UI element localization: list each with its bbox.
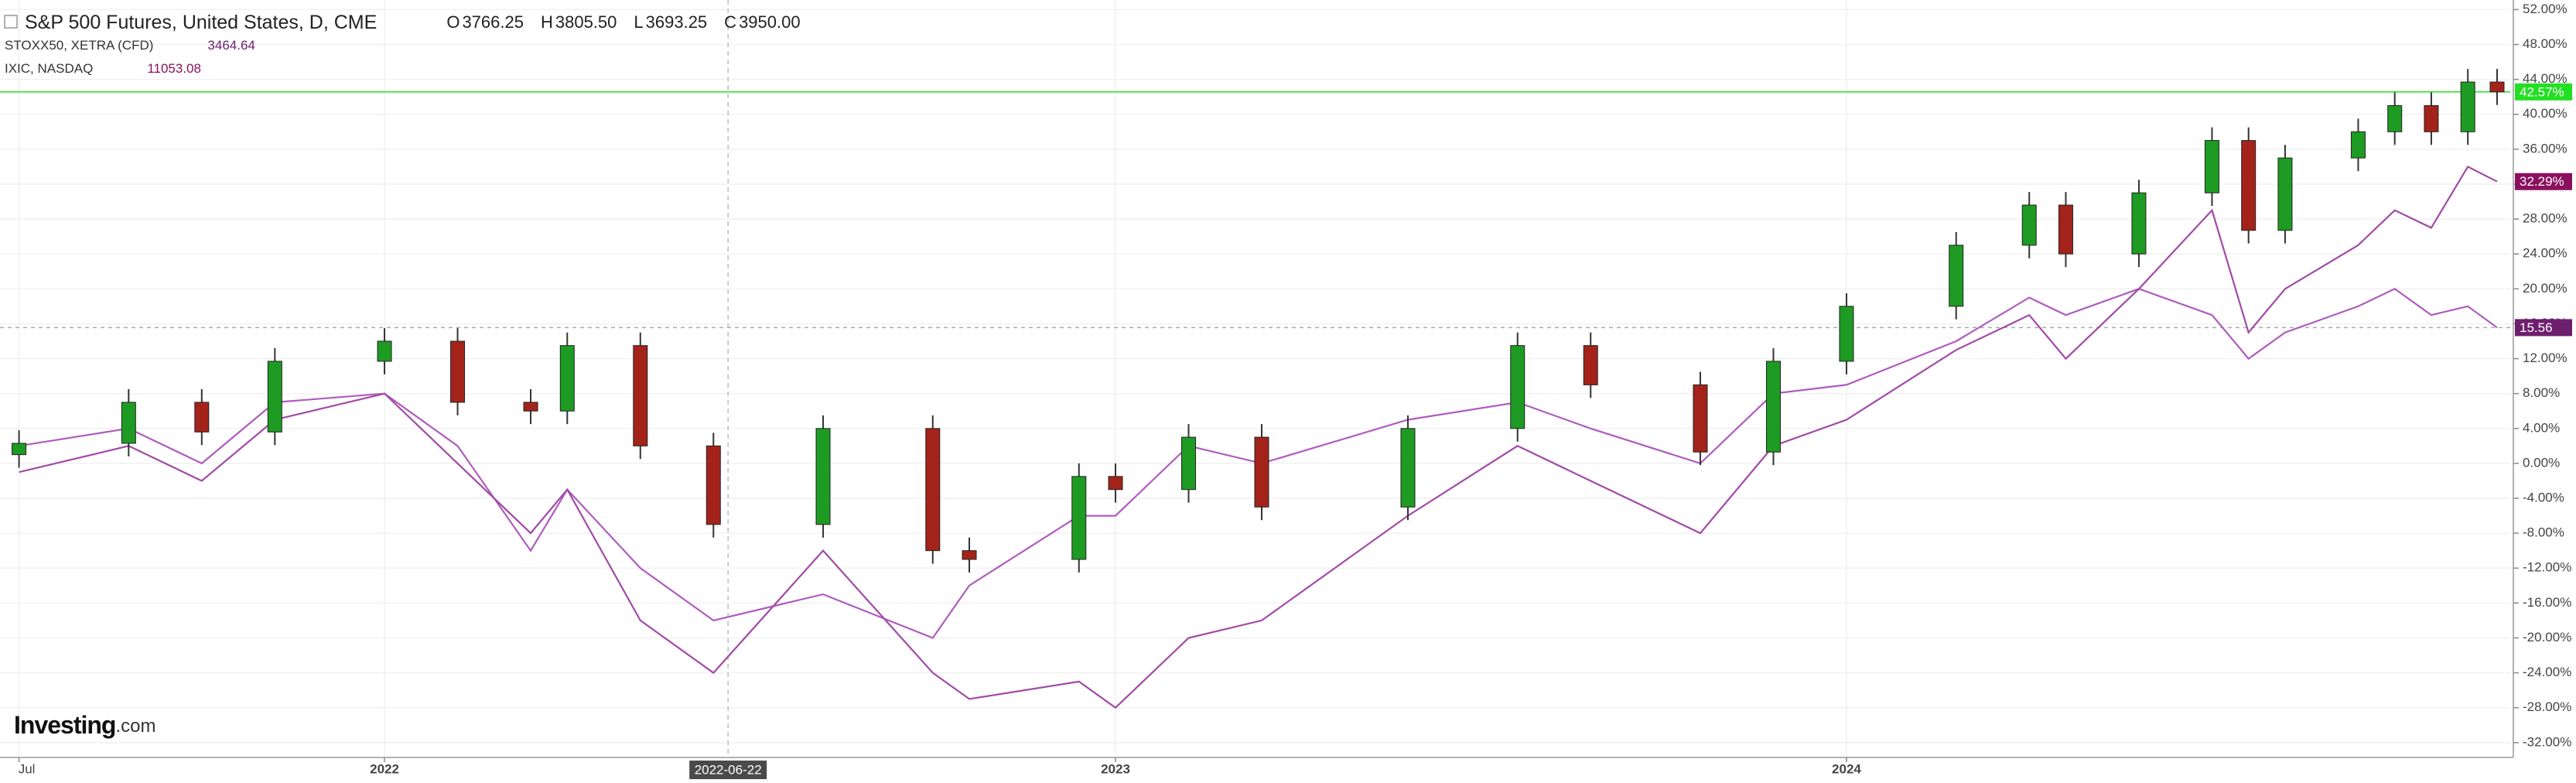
- ohlc-label: L: [634, 12, 643, 32]
- ohlc-value: 3766.25: [462, 12, 524, 32]
- candle-body: [815, 428, 831, 525]
- series-value: 11053.08: [147, 61, 201, 76]
- candle-body: [2460, 81, 2475, 132]
- candle-body: [194, 402, 210, 433]
- candle-body: [1254, 436, 1269, 508]
- candle-body: [1765, 361, 1781, 453]
- cursor-date: 2022-06-22: [695, 762, 762, 777]
- candle-body: [925, 428, 941, 552]
- candle-body: [1108, 476, 1123, 491]
- candle-body: [962, 550, 977, 560]
- candle-body: [450, 340, 466, 403]
- value-tag: [2515, 173, 2572, 190]
- candle-body: [1510, 345, 1525, 429]
- candle-body: [2424, 104, 2439, 132]
- value-tag: [2515, 319, 2572, 337]
- y-tick-label: -20.00%: [2523, 630, 2571, 645]
- ohlc-value: 3805.50: [555, 12, 617, 32]
- y-tick-label: -16.00%: [2523, 595, 2571, 610]
- candle-body: [705, 445, 721, 525]
- candle-body: [267, 361, 282, 433]
- ohlc-value: 3950.00: [739, 12, 801, 32]
- candle-body: [1693, 384, 1708, 453]
- header-series: STOXX50, XETRA (CFD) 3464.64: [5, 38, 255, 53]
- candle-body: [1583, 345, 1598, 385]
- candle-body: [2241, 140, 2257, 231]
- y-tick-label: 12.00%: [2523, 350, 2567, 365]
- y-tick-label: -24.00%: [2523, 665, 2571, 679]
- value-tag-label: 42.57%: [2520, 84, 2564, 99]
- candle-body: [2204, 140, 2219, 193]
- series-name: STOXX50, XETRA (CFD): [5, 38, 153, 53]
- candle-body: [2277, 157, 2293, 231]
- logo-brand: Investing: [14, 711, 115, 739]
- series-value: 3464.64: [207, 38, 255, 53]
- y-tick-label: 48.00%: [2523, 36, 2567, 51]
- y-tick-label: -28.00%: [2523, 699, 2571, 714]
- instrument-name: S&P 500 Futures, United States, D, CME: [25, 12, 377, 33]
- y-tick-label: 4.00%: [2523, 420, 2560, 435]
- x-tick-label: Jul: [19, 761, 36, 776]
- y-tick-label: -12.00%: [2523, 560, 2571, 575]
- collapse-icon: [4, 15, 18, 29]
- x-tick-label: 2022: [370, 761, 399, 776]
- ohlc-label: H: [541, 12, 553, 32]
- ohlc-label: O: [446, 12, 460, 32]
- y-tick-label: -32.00%: [2523, 734, 2571, 749]
- y-tick-label: 0.00%: [2523, 455, 2560, 470]
- header-main: S&P 500 Futures, United States, D, CME O 3…: [25, 12, 801, 33]
- candle-body: [2058, 204, 2073, 255]
- candle-body: [2489, 81, 2505, 93]
- value-tag: [2515, 83, 2572, 101]
- x-tick-label: 2023: [1101, 761, 1130, 776]
- y-tick-label: 28.00%: [2523, 211, 2567, 226]
- candle-body: [377, 340, 392, 362]
- value-tag-label: 15.56: [2520, 320, 2553, 335]
- y-tick-label: 44.00%: [2523, 71, 2567, 86]
- logo: Investing.com: [14, 711, 155, 739]
- candle-body: [523, 402, 538, 412]
- ohlc-value: 3693.25: [646, 12, 708, 32]
- candle-body: [1181, 436, 1197, 491]
- logo-suffix: .com: [115, 716, 155, 737]
- ohlc-label: C: [724, 12, 736, 32]
- candle-body: [1071, 476, 1087, 560]
- candle-body: [1949, 244, 1964, 307]
- y-tick-label: 36.00%: [2523, 141, 2567, 156]
- candle-body: [559, 345, 575, 412]
- candle-body: [1839, 306, 1854, 362]
- y-tick-label: 8.00%: [2523, 385, 2560, 400]
- y-tick-label: 24.00%: [2523, 246, 2567, 261]
- candle-body: [633, 345, 648, 446]
- y-tick-label: -8.00%: [2523, 525, 2564, 540]
- x-tick-label: 2024: [1832, 761, 1861, 776]
- candle-body: [1400, 428, 1416, 508]
- candle-body: [121, 402, 136, 444]
- cursor-date-box: [689, 761, 767, 779]
- candle-body: [12, 443, 27, 456]
- header-series: IXIC, NASDAQ 11053.08: [5, 61, 201, 76]
- y-tick-label: 40.00%: [2523, 106, 2567, 121]
- y-tick-label: 52.00%: [2523, 2, 2567, 16]
- candle-body: [2021, 204, 2037, 246]
- candle-body: [2350, 131, 2366, 159]
- y-tick-label: -4.00%: [2523, 491, 2564, 505]
- y-tick-label: 20.00%: [2523, 281, 2567, 296]
- candle-body: [2131, 192, 2147, 255]
- candle-body: [2387, 104, 2403, 132]
- value-tag-label: 32.29%: [2520, 174, 2564, 189]
- series-name: IXIC, NASDAQ: [5, 61, 93, 76]
